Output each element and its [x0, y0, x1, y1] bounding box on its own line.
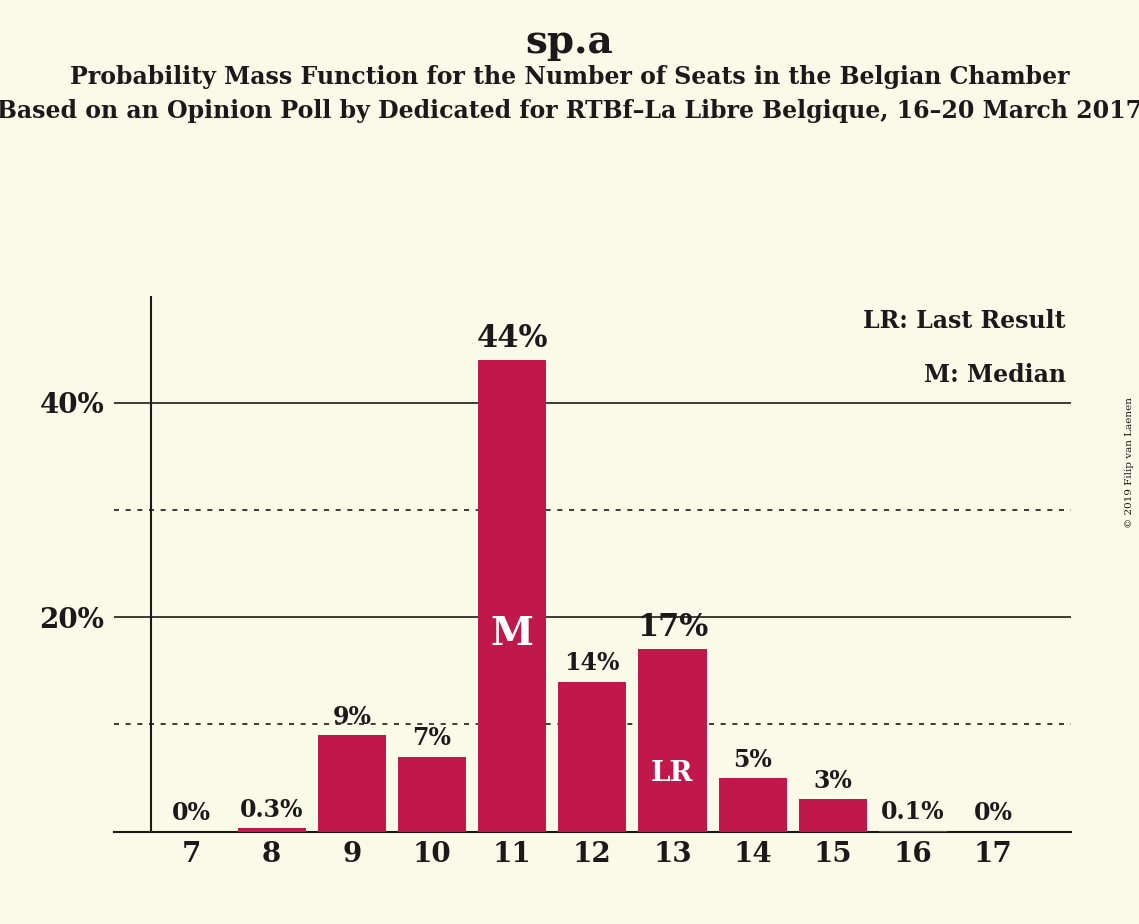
- Bar: [318, 736, 386, 832]
- Text: M: M: [491, 614, 534, 652]
- Bar: [238, 829, 305, 832]
- Text: 3%: 3%: [813, 769, 852, 793]
- Text: © 2019 Filip van Laenen: © 2019 Filip van Laenen: [1125, 396, 1134, 528]
- Text: 9%: 9%: [333, 705, 371, 729]
- Text: 0%: 0%: [172, 801, 211, 825]
- Text: Probability Mass Function for the Number of Seats in the Belgian Chamber: Probability Mass Function for the Number…: [69, 65, 1070, 89]
- Bar: [398, 757, 466, 832]
- Bar: [879, 831, 947, 832]
- Text: Based on an Opinion Poll by Dedicated for RTBf–La Libre Belgique, 16–20 March 20: Based on an Opinion Poll by Dedicated fo…: [0, 99, 1139, 123]
- Text: sp.a: sp.a: [525, 23, 614, 61]
- Text: 14%: 14%: [565, 651, 620, 675]
- Text: LR: Last Result: LR: Last Result: [863, 310, 1066, 333]
- Text: M: Median: M: Median: [924, 363, 1066, 386]
- Text: 5%: 5%: [734, 748, 772, 772]
- Text: LR: LR: [652, 760, 694, 787]
- Bar: [478, 360, 547, 832]
- Text: 17%: 17%: [637, 612, 708, 643]
- Bar: [558, 682, 626, 832]
- Text: 0.1%: 0.1%: [882, 800, 944, 824]
- Text: 7%: 7%: [412, 726, 451, 750]
- Text: 44%: 44%: [476, 322, 548, 354]
- Text: 0.3%: 0.3%: [240, 798, 303, 822]
- Bar: [638, 650, 706, 832]
- Bar: [719, 778, 787, 832]
- Bar: [798, 799, 867, 832]
- Text: 0%: 0%: [974, 801, 1013, 825]
